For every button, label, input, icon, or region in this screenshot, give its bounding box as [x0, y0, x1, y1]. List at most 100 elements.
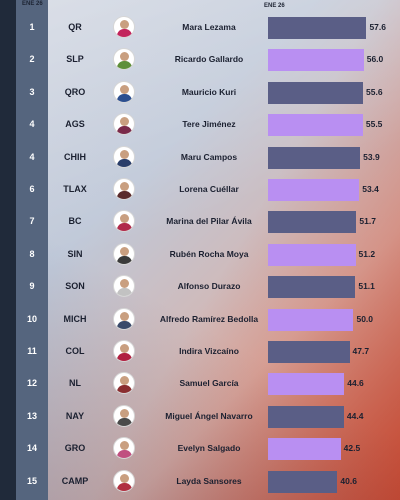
governor-name: Layda Sansores — [176, 475, 242, 486]
governor-name: Alfonso Durazo — [177, 281, 241, 292]
avatar-head — [120, 408, 129, 418]
approval-value: 51.1 — [358, 281, 375, 292]
table-row: 14 GRO Evelyn Salgado 42.5 — [16, 435, 400, 462]
state-code: QR — [68, 22, 82, 32]
governor-name: Lorena Cuéllar — [179, 184, 239, 194]
avatar-body — [117, 385, 132, 394]
avatar — [113, 469, 135, 492]
avatar-body — [117, 29, 132, 37]
avatar — [113, 275, 135, 298]
approval-bar — [268, 81, 364, 104]
rank-number: 14 — [26, 443, 37, 454]
avatar-head — [120, 20, 129, 29]
approval-value: 51.2 — [358, 248, 376, 259]
avatar — [113, 404, 135, 427]
table-row: 4 CHIH Maru Campos 53.9 — [16, 144, 400, 171]
governor-name: Maru Campos — [180, 151, 238, 162]
table-row: 1 QR Mara Lezama 57.6 — [16, 14, 400, 41]
rank-number: 4 — [29, 119, 35, 130]
avatar-body — [117, 255, 132, 264]
rank-number: 8 — [29, 248, 35, 259]
table-row: 9 SON Alfonso Durazo 51.1 — [16, 273, 400, 300]
governor-name: Mara Lezama — [182, 22, 236, 32]
table-row: 15 CAMP Layda Sansores 40.6 — [16, 468, 400, 495]
state-code: TLAX — [63, 184, 87, 194]
table-row: 12 NL Samuel García 44.6 — [16, 370, 400, 397]
governor-name: Indira Vizcaíno — [179, 346, 239, 356]
rank-number: 9 — [29, 281, 35, 292]
approval-value: 47.7 — [352, 346, 370, 356]
approval-value: 53.4 — [362, 184, 379, 194]
table-row: 2 SLP Ricardo Gallardo 56.0 — [16, 46, 400, 73]
governor-name: Mauricio Kuri — [181, 86, 237, 97]
rank-number: 6 — [29, 184, 35, 194]
approval-bar — [268, 341, 350, 363]
avatar — [113, 113, 135, 136]
avatar-head — [120, 149, 129, 159]
state-code: CHIH — [64, 151, 86, 162]
approval-bar — [268, 405, 344, 428]
avatar-body — [117, 61, 132, 70]
approval-bar — [268, 114, 363, 137]
approval-bar — [268, 438, 341, 461]
avatar — [113, 437, 135, 460]
rank-number: 2 — [29, 54, 35, 65]
rank-number: 11 — [27, 346, 37, 356]
avatar — [113, 80, 135, 103]
approval-bar — [268, 308, 354, 331]
approval-bar — [268, 211, 357, 234]
avatar-body — [117, 223, 132, 232]
rank-number: 1 — [29, 22, 35, 32]
rank-number: 7 — [29, 216, 35, 227]
approval-bar — [268, 276, 356, 299]
avatar-head — [120, 84, 129, 94]
avatar-body — [117, 126, 132, 135]
avatar — [113, 145, 135, 168]
governor-name: Evelyn Salgado — [177, 443, 241, 454]
approval-bar — [268, 49, 364, 72]
avatar-body — [117, 288, 132, 297]
approval-value: 40.6 — [340, 475, 357, 486]
approval-value: 53.9 — [363, 151, 380, 162]
rank-number: 12 — [26, 378, 37, 389]
governor-name: Ricardo Gallardo — [174, 54, 244, 65]
approval-bar — [268, 470, 338, 493]
governor-name: Miguel Ángel Navarro — [165, 410, 253, 421]
avatar-body — [117, 93, 132, 102]
rank-number: 13 — [26, 410, 37, 421]
approval-value: 50.0 — [356, 313, 374, 324]
state-code: NAY — [65, 410, 85, 421]
approval-bar — [268, 17, 367, 39]
avatar-head — [120, 279, 129, 289]
approval-value: 55.6 — [366, 86, 383, 97]
state-code: COL — [65, 346, 85, 356]
avatar-body — [117, 158, 132, 167]
state-code: NL — [69, 378, 81, 389]
state-code: QRO — [64, 86, 86, 97]
rank-number: 3 — [29, 86, 35, 97]
avatar-head — [120, 441, 129, 451]
approval-value: 44.6 — [347, 378, 364, 389]
left-frame — [0, 0, 16, 500]
avatar — [113, 16, 135, 38]
table-row: 13 NAY Miguel Ángel Navarro 44.4 — [16, 403, 400, 430]
avatar-head — [120, 473, 129, 483]
avatar-body — [117, 417, 132, 426]
governor-name: Tere Jiménez — [182, 119, 236, 130]
avatar-head — [120, 182, 129, 191]
avatar — [113, 48, 135, 71]
avatar-body — [117, 450, 132, 459]
approval-value: 56.0 — [366, 54, 384, 65]
governor-name: Rubén Rocha Moya — [169, 248, 249, 259]
state-code: GRO — [64, 443, 86, 454]
approval-bar — [268, 373, 345, 396]
approval-value: 51.7 — [359, 216, 376, 227]
approval-bar — [268, 146, 361, 169]
approval-value: 55.5 — [365, 119, 383, 130]
avatar-head — [120, 344, 129, 353]
avatar — [113, 242, 135, 265]
avatar-head — [120, 246, 129, 256]
avatar — [113, 307, 135, 330]
avatar-head — [120, 376, 129, 386]
approval-bar — [268, 243, 356, 266]
